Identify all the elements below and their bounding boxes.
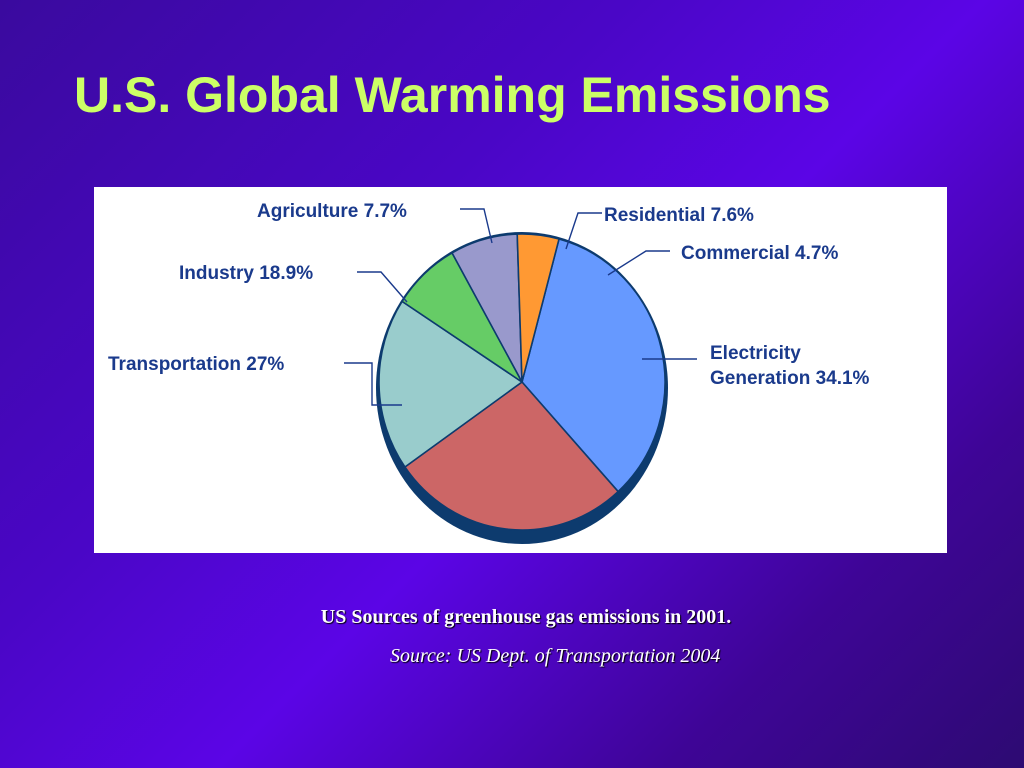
leader-line-industry <box>357 271 408 303</box>
leader-line-residential <box>565 212 602 250</box>
leader-line-agriculture <box>460 208 493 244</box>
pie-slice-electricity-generation <box>521 238 666 493</box>
slice-label-electricity-generation: Electricity Generation 34.1% <box>710 343 870 389</box>
slice-label-agriculture: Agriculture 7.7% <box>257 201 407 222</box>
pie-slice-transportation <box>403 380 620 531</box>
pie-slices <box>378 233 666 531</box>
slice-label-residential: Residential 7.6% <box>604 205 754 226</box>
slice-label-industry: Industry 18.9% <box>179 263 313 284</box>
pie-chart: Electricity Generation 34.1% Transportatio… <box>108 201 870 544</box>
chart-source: Source: US Dept. of Transportation 2004 <box>390 645 721 667</box>
pie-labels: Electricity Generation 34.1% Transportatio… <box>108 201 870 389</box>
slice-label-transportation: Transportation 27% <box>108 354 284 375</box>
leader-line-transportation <box>344 362 402 406</box>
pie-leader-lines <box>344 208 697 406</box>
pie-slice-commercial <box>516 233 560 383</box>
slide-title: U.S. Global Warming Emissions <box>74 67 831 123</box>
slice-label-commercial: Commercial 4.7% <box>681 243 838 264</box>
chart-caption: US Sources of greenhouse gas emissions i… <box>320 606 732 628</box>
leader-line-commercial <box>607 250 670 276</box>
pie-slice-industry <box>378 300 524 469</box>
chart-panel: Electricity Generation 34.1% Transportatio… <box>94 187 947 553</box>
